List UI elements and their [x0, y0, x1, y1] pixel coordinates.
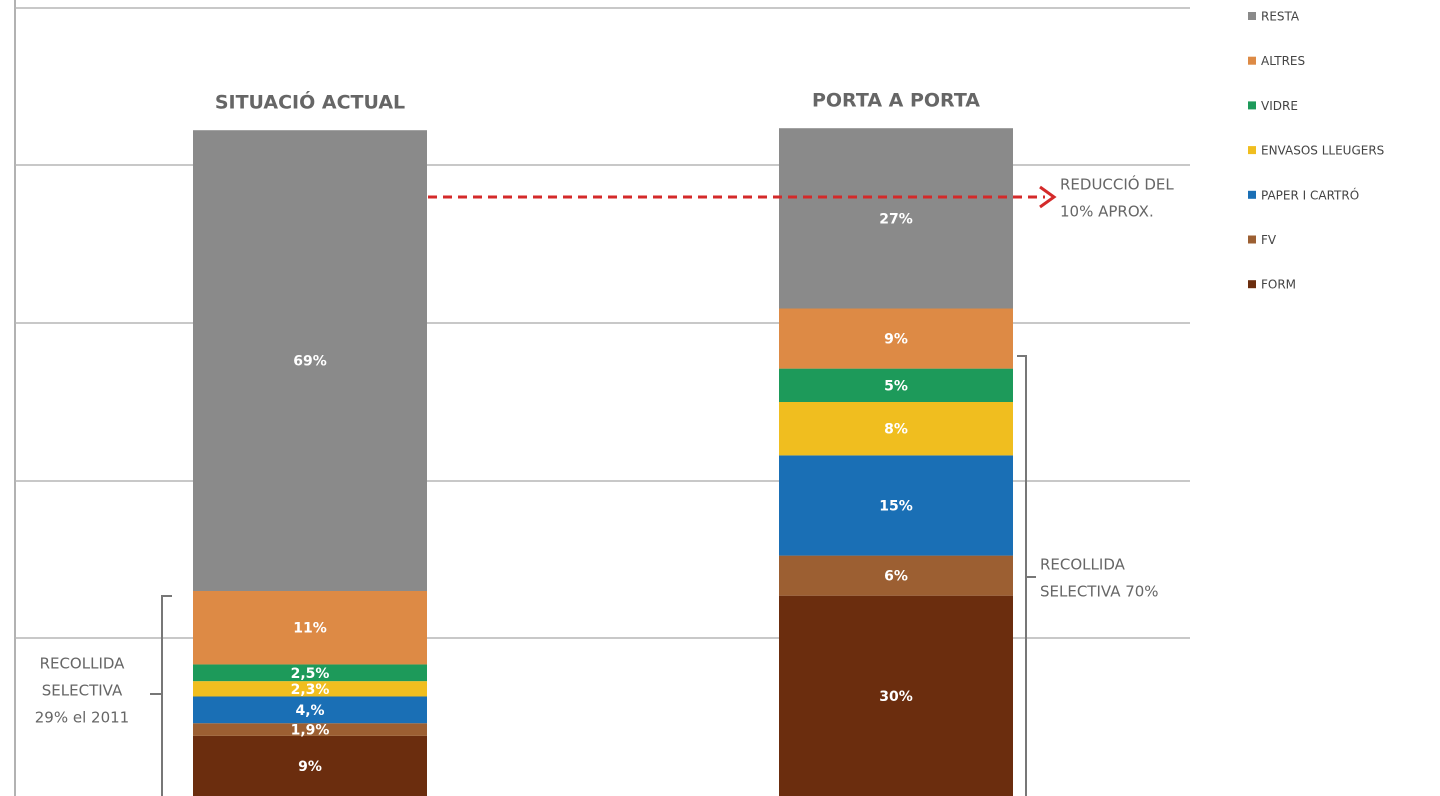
category-label: SITUACIÓ ACTUAL [215, 90, 405, 114]
annotation: SELECTIVA [42, 682, 123, 700]
legend-label: ALTRES [1261, 54, 1305, 68]
bar-segment [779, 128, 1013, 309]
value-label: 27% [879, 211, 913, 227]
legend-swatch [1248, 280, 1256, 289]
bar-segment [779, 402, 1013, 456]
bar-segment [193, 130, 427, 591]
annotation: SELECTIVA 70% [1040, 583, 1159, 601]
bar-segment [779, 555, 1013, 596]
annotation: REDUCCIÓ DEL [1060, 175, 1174, 194]
annotation: RECOLLIDA [40, 655, 126, 673]
bar-segment [193, 681, 427, 697]
value-label: 30% [879, 689, 913, 705]
value-label: 1,9% [291, 723, 330, 739]
bar-segment [193, 696, 427, 724]
arrow-head [1039, 185, 1057, 209]
value-label: 15% [879, 499, 913, 515]
bracket [1017, 355, 1036, 796]
value-label: 2,5% [291, 666, 330, 682]
value-label: 4,% [295, 703, 324, 719]
bars [193, 128, 1013, 796]
value-label: 5% [884, 378, 908, 394]
legend-swatch [1248, 101, 1256, 110]
value-label: 9% [298, 759, 322, 775]
bar-segment [193, 735, 427, 796]
annotation: 29% el 2011 [35, 709, 129, 727]
legend-swatch [1248, 56, 1256, 65]
bar-segment [779, 595, 1013, 796]
bracket [150, 595, 172, 796]
annotation: RECOLLIDA [1040, 556, 1126, 574]
legend-label: PAPER I CARTRÓ [1261, 187, 1359, 202]
legend-label: FORM [1261, 278, 1296, 292]
bar-segment [779, 308, 1013, 369]
value-label: 8% [884, 422, 908, 438]
value-label: 9% [884, 332, 908, 348]
bar-segment [193, 590, 427, 665]
grid [15, 7, 1190, 639]
bar-segment [193, 723, 427, 736]
legend-label: ENVASOS LLEUGERS [1261, 144, 1384, 158]
value-label: 11% [293, 621, 327, 637]
legend-swatch [1248, 190, 1256, 199]
legend-label: FV [1261, 233, 1277, 247]
legend-label: RESTA [1261, 10, 1300, 24]
value-label: 2,3% [291, 682, 330, 698]
legend-swatch [1248, 12, 1256, 20]
legend-swatch [1248, 235, 1256, 244]
legend-swatch [1248, 146, 1256, 155]
bar-segment [779, 368, 1013, 402]
value-label: 69% [293, 354, 327, 370]
legend-label: VIDRE [1261, 99, 1298, 113]
category-label: PORTA A PORTA [812, 90, 980, 112]
bar-segment [193, 664, 427, 682]
annotation: 10% APROX. [1060, 203, 1154, 221]
bar-segment [779, 455, 1013, 556]
value-label: 6% [884, 569, 908, 585]
